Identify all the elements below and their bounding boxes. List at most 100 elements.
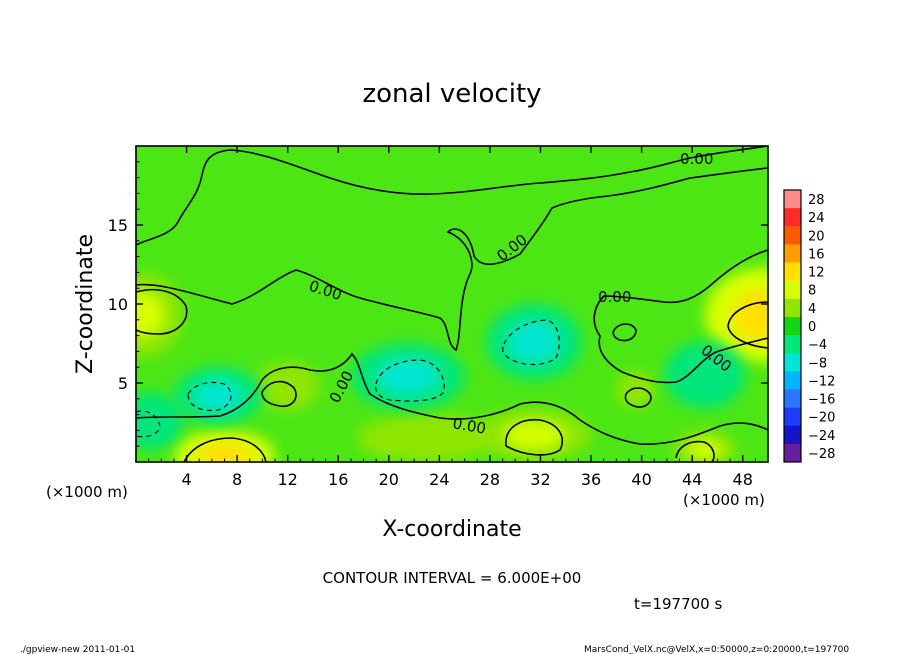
- x-tick-label: 8: [232, 470, 242, 489]
- field-feature: [477, 409, 592, 461]
- feature-core: [136, 405, 169, 437]
- contour-small-loop: [612, 323, 637, 342]
- contour-bottom-left-warm: [183, 437, 267, 462]
- colorbar-label: −16: [808, 393, 835, 408]
- field-feature: [136, 392, 183, 450]
- x-tick-label: 16: [328, 470, 348, 489]
- contour-small-warm-2: [624, 387, 652, 408]
- colorbar-label: 4: [808, 302, 816, 317]
- colorbar-swatch: [784, 298, 801, 318]
- colorbar-swatch: [784, 389, 801, 408]
- feature-core: [507, 321, 561, 363]
- x-axis: 4 8 12 16 20 24 28 32 36 40 44 48: [148, 146, 756, 489]
- feature-core: [136, 292, 165, 338]
- colorbar-label: −28: [808, 447, 835, 462]
- feature-core: [624, 379, 646, 399]
- colorbar-label: 8: [808, 284, 816, 299]
- colorbar-label: 20: [808, 229, 825, 244]
- field-feature: [350, 343, 465, 410]
- colorbar-swatch: [784, 208, 801, 227]
- neg-contour-center: [375, 359, 445, 402]
- colorbar-label: −12: [808, 374, 835, 389]
- colorbar-label: −24: [808, 429, 835, 444]
- y-tick-label: 15: [108, 216, 128, 235]
- contour-label-7: 0.00: [451, 414, 487, 438]
- x-tick-label: 20: [379, 470, 399, 489]
- feature-core: [196, 441, 253, 462]
- negative-contours: [136, 319, 560, 438]
- zero-contour-upper: [136, 146, 768, 246]
- colorbar-label: 0: [808, 320, 816, 335]
- colorbar-frame: [783, 189, 802, 463]
- zero-contour-lower: [136, 352, 768, 445]
- colorbar-swatch: [784, 190, 801, 209]
- x-tick-label: 36: [581, 470, 601, 489]
- y-axis-label: Z-coordinate: [73, 234, 98, 374]
- neg-contour-far-left: [136, 410, 161, 438]
- colorbar-swatch: [784, 443, 801, 463]
- x-tick-label: 48: [733, 470, 753, 489]
- colorbar-label: 12: [808, 266, 825, 281]
- contour-interval: CONTOUR INTERVAL = 6.000E+00: [323, 569, 582, 587]
- contour-bottom-right-warm: [675, 440, 715, 462]
- zero-contour-middle: [136, 167, 768, 352]
- footer-left: ./gpview-new 2011-01-01: [20, 645, 135, 654]
- feature-core: [270, 373, 306, 400]
- x-tick-label: 32: [530, 470, 550, 489]
- colorbar-swatch: [784, 425, 801, 445]
- zero-contour-right: [593, 249, 768, 384]
- colorbar-label: 28: [808, 193, 825, 208]
- colorbar-swatch: [784, 226, 801, 245]
- footer-right: MarsCond_VelX.nc@VelX,x=0:50000,z=0:2000…: [584, 645, 849, 654]
- neg-contour-left: [187, 381, 232, 412]
- contour-lines: [136, 146, 768, 462]
- x-tick-label: 4: [181, 470, 191, 489]
- neg-contour-right-center: [502, 319, 560, 366]
- contour-label-4: 0.00: [598, 288, 631, 306]
- feature-core: [376, 358, 440, 395]
- colorbar-swatch: [784, 280, 801, 300]
- colorbar-swatch: [784, 316, 801, 336]
- x-tick-label: 28: [480, 470, 500, 489]
- x-tick-label: 40: [631, 470, 651, 489]
- feature-core: [193, 379, 243, 412]
- colorbar-swatch: [784, 371, 801, 390]
- x-tick-label: 12: [278, 470, 298, 489]
- contour-small-warm-1: [261, 380, 297, 408]
- colorbar-label: −8: [808, 356, 827, 371]
- x-axis-label: X-coordinate: [382, 517, 521, 542]
- colorbar-swatch: [784, 262, 801, 281]
- field-feature: [173, 367, 263, 425]
- contour-left-warm: [136, 288, 188, 335]
- colorbar: 28 24 20 16 12 8 4 0 −4 −8 −12 −16 −20 −24 −28: [783, 189, 835, 463]
- colorbar-swatch: [784, 244, 801, 263]
- x-tick-label: 44: [682, 470, 702, 489]
- y-tick-label: 10: [108, 295, 128, 314]
- chart-title: zonal velocity: [362, 79, 541, 109]
- contour-bottom-center-warm: [505, 419, 564, 456]
- time-label: t=197700 s: [634, 595, 722, 613]
- y-tick-label: 5: [118, 374, 128, 393]
- contour-label-1: 0.00: [680, 150, 713, 168]
- contour-right-warm: [727, 301, 768, 349]
- y-axis: 5 10 15: [108, 161, 768, 447]
- colorbar-label: −4: [808, 338, 827, 353]
- x-tick-label: 24: [429, 470, 449, 489]
- x-unit-left: (×1000 m): [46, 483, 128, 501]
- feature-core: [502, 421, 566, 450]
- colorbar-swatch: [784, 353, 801, 372]
- colorbar-swatch: [784, 335, 801, 354]
- feature-core: [388, 425, 465, 452]
- field-feature: [136, 273, 183, 357]
- field-feature: [357, 414, 497, 462]
- field-feature: [173, 430, 276, 462]
- x-unit-right: (×1000 m): [683, 491, 765, 509]
- colorbar-label: −20: [808, 411, 835, 426]
- colorbar-label: 24: [808, 211, 825, 226]
- colorbar-swatch: [784, 407, 801, 427]
- feature-core: [682, 356, 728, 394]
- field-feature: [664, 341, 746, 409]
- field-feature: [486, 304, 583, 380]
- colorbar-label: 16: [808, 247, 825, 262]
